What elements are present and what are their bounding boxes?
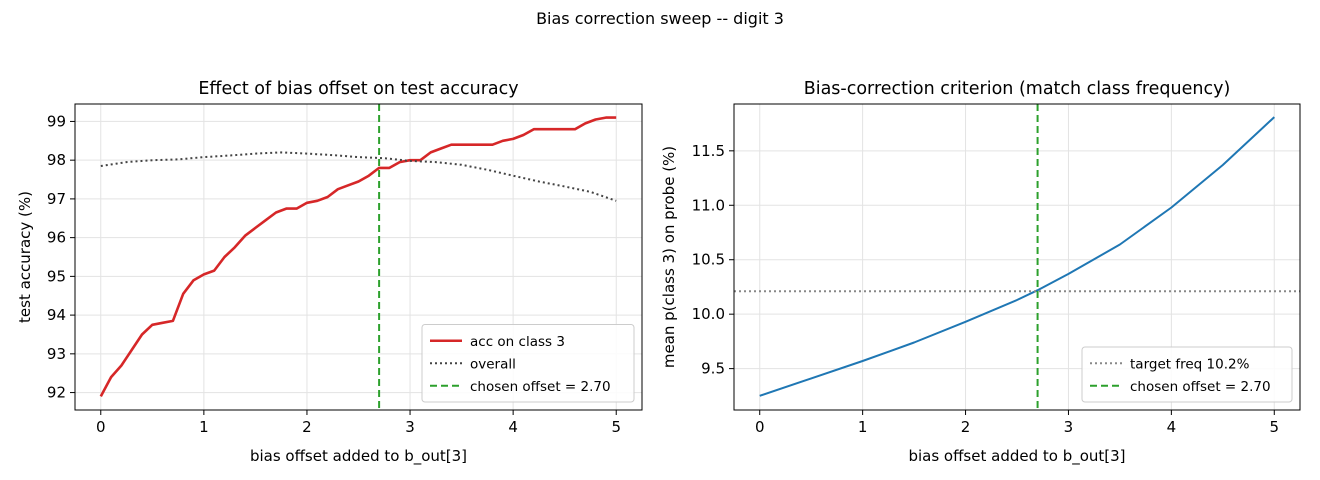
chart0-xlabel: bias offset added to b_out[3] [250,447,467,466]
chart-criterion-panel: Bias-correction criterion (match class f… [660,79,1301,466]
chart1-xtick-label: 3 [1064,418,1074,436]
chart0-ytick-label: 93 [47,345,66,363]
chart0-xtick-label: 0 [96,418,106,436]
chart-accuracy-panel: Effect of bias offset on test accuracy 0 1… [16,79,643,466]
chart0-legend-label: chosen offset = 2.70 [470,379,611,395]
chart0-legend-label: acc on class 3 [470,334,565,350]
chart0-xtick-label: 1 [199,418,209,436]
chart0-xtick-label: 4 [508,418,518,436]
chart0-legend-box [421,324,635,403]
chart0-ytick-label: 98 [47,151,66,169]
chart0-ytick-label: 97 [47,190,66,208]
chart1-xtick-label: 5 [1269,418,1279,436]
chart1-xtick-label: 1 [858,418,868,436]
chart1-ytick-label: 11.5 [692,142,725,160]
chart0-xtick-label: 2 [302,418,312,436]
chart1-legend: target freq 10.2% chosen offset = 2.70 [1081,346,1293,403]
chart1-title: Bias-correction criterion (match class f… [804,79,1231,99]
figure-suptitle: Bias correction sweep -- digit 3 [536,9,784,28]
chart0-ytick-label: 95 [47,267,66,285]
chart1-legend-label: target freq 10.2% [1130,356,1250,372]
chart1-series-0 [759,116,1275,397]
chart0-series-0 [99,116,617,398]
chart0-ytick-label: 94 [47,306,66,324]
chart0-ytick-label: 92 [47,384,66,402]
chart0-title: Effect of bias offset on test accuracy [198,79,518,99]
chart1-ytick-label: 11.0 [692,196,725,214]
chart0-xtick-label: 5 [611,418,621,436]
chart1-xlabel: bias offset added to b_out[3] [908,447,1125,466]
chart0-xtick-label: 3 [405,418,415,436]
chart0-legend: acc on class 3 overall chosen offset = 2.7… [421,324,635,403]
chart1-xtick-label: 2 [961,418,971,436]
chart1-xtick-label: 4 [1167,418,1177,436]
chart0-series-1 [100,151,617,202]
chart1-ytick-label: 10.5 [692,251,725,269]
chart1-legend-label: chosen offset = 2.70 [1130,379,1271,395]
chart1-ylabel: mean p(class 3) on probe (%) [660,146,678,368]
chart1-ytick-label: 9.5 [701,360,725,378]
chart0-plot-frame [74,103,643,411]
chart0-ylabel: test accuracy (%) [16,191,34,323]
chart0-ytick-label: 99 [47,112,66,130]
chart1-xtick-label: 0 [755,418,765,436]
chart1-legend-box [1081,346,1293,403]
chart1-plot-frame [733,103,1301,411]
chart0-ytick-label: 96 [47,229,66,247]
chart1-ytick-label: 10.0 [692,305,725,323]
chart0-legend-label: overall [470,356,516,372]
